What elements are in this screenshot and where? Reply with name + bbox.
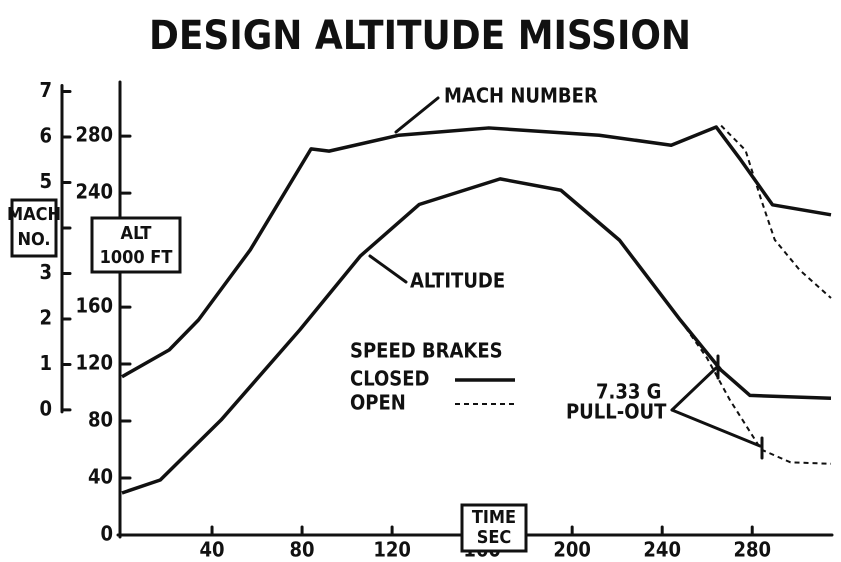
y2-tick-label: 6 <box>39 124 52 148</box>
closed-line <box>121 125 832 379</box>
annotation: PULL-OUT <box>566 400 667 424</box>
y2-label-box <box>10 198 58 258</box>
arrow <box>670 366 718 412</box>
leader <box>394 96 440 134</box>
y-tick-label: 40 <box>88 465 113 489</box>
open-line <box>679 319 832 465</box>
y2-tick-label: 7 <box>39 78 52 102</box>
legend-label: OPEN <box>350 391 406 415</box>
y2-tick-label: 2 <box>39 305 52 329</box>
legend-label: CLOSED <box>350 367 429 391</box>
y-label: 1000 FT <box>100 247 173 268</box>
y2-label: NO. <box>17 229 50 250</box>
y-tick-label: 160 <box>75 294 113 318</box>
y-label-box <box>90 216 182 274</box>
series-label: ALTITUDE <box>410 269 505 293</box>
y-tick-label: 80 <box>88 408 113 432</box>
x-tick-label: 200 <box>553 538 591 562</box>
y2-label: MACH <box>7 204 61 225</box>
x-tick-label: 40 <box>200 538 225 562</box>
x-label: SEC <box>477 527 512 548</box>
y-tick-label: 240 <box>75 180 113 204</box>
y-tick-label: 120 <box>75 351 113 375</box>
legend-title: SPEED BRAKES <box>350 339 503 363</box>
y2-tick-label: 5 <box>39 169 52 193</box>
x-label-box <box>460 503 528 553</box>
x-tick-label: 80 <box>290 538 315 562</box>
y-tick-label: 0 <box>100 522 113 546</box>
x-tick-label: 240 <box>643 538 681 562</box>
closed-line <box>121 177 832 495</box>
y2-tick-label: 0 <box>39 396 52 420</box>
leader <box>368 254 408 284</box>
y-label: ALT <box>121 223 152 244</box>
x-tick-label: 280 <box>733 538 771 562</box>
y2-tick-label: 3 <box>39 260 52 284</box>
y-tick-label: 280 <box>75 123 113 147</box>
series-label: MACH NUMBER <box>444 84 598 108</box>
y2-tick-label: 1 <box>39 351 52 375</box>
x-tick-label: 120 <box>373 538 411 562</box>
arrow <box>670 408 762 448</box>
annotation: 7.33 G <box>596 380 661 404</box>
chart-title: DESIGN ALTITUDE MISSION <box>149 13 691 59</box>
x-label: TIME <box>472 507 516 528</box>
